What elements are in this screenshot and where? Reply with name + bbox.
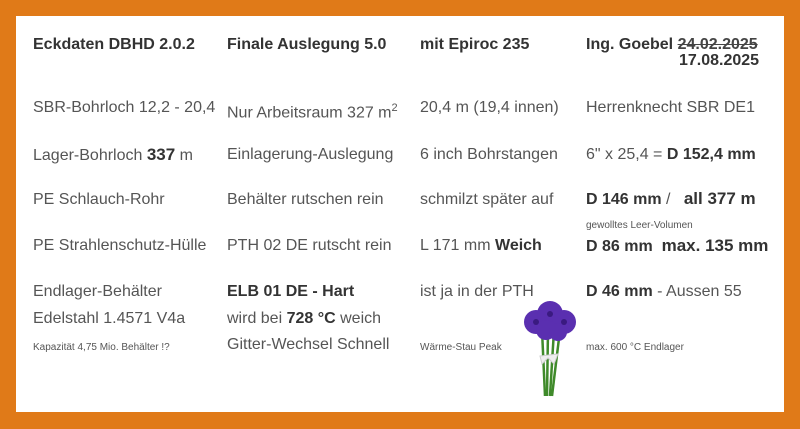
cell: PTH 02 DE rutscht rein <box>227 237 392 254</box>
header-goebel-name: Ing. Goebel <box>586 36 674 53</box>
cell: PE Schlauch-Rohr <box>33 191 165 208</box>
cell: SBR-Bohrloch 12,2 - 20,4 <box>33 99 216 116</box>
cell: Einlagerung-Auslegung <box>227 146 394 163</box>
cell: Edelstahl 1.4571 V4a <box>33 310 186 327</box>
cell: L 171 mm Weich <box>420 237 542 254</box>
cell: ELB 01 DE - Hart <box>227 283 355 300</box>
cell: Endlager-Behälter <box>33 283 162 300</box>
header-eckdaten: Eckdaten DBHD 2.0.2 <box>33 36 195 53</box>
cell: Gitter-Wechsel Schnell <box>227 336 390 353</box>
cell: 6" x 25,4 = D 152,4 mm <box>586 146 756 163</box>
cell: ist ja in der PTH <box>420 283 534 300</box>
old-date: 24.02.2025 <box>677 36 758 53</box>
note: gewolltes Leer-Volumen <box>586 220 693 231</box>
cell: Nur Arbeitsraum 327 m2 <box>227 102 398 122</box>
header-epiroc: mit Epiroc 235 <box>420 36 530 53</box>
note: Kapazität 4,75 Mio. Behälter !? <box>33 342 170 353</box>
header-goebel: Ing. Goebel 24.02.2025 <box>586 36 758 54</box>
cell: Lager-Bohrloch 337 m <box>33 145 193 165</box>
cell: wird bei 728 °C weich <box>227 310 382 327</box>
flower-bouquet-icon <box>524 301 576 397</box>
cell: schmilzt später auf <box>420 191 554 208</box>
note: max. 600 °C Endlager <box>586 342 684 353</box>
header-finale-auslegung: Finale Auslegung 5.0 <box>227 36 387 53</box>
cell: D 46 mm - Aussen 55 <box>586 283 742 300</box>
cell: 6 inch Bohrstangen <box>420 146 558 163</box>
cell: PE Strahlenschutz-Hülle <box>33 237 207 254</box>
new-date: 17.08.2025 <box>679 52 760 69</box>
content-panel <box>16 16 784 412</box>
cell: 20,4 m (19,4 innen) <box>420 99 559 116</box>
note: Wärme-Stau Peak <box>420 342 502 353</box>
cell: D 86 mm max. 135 mm <box>586 236 769 256</box>
cell: Behälter rutschen rein <box>227 191 384 208</box>
cell: D 146 mm / all 377 m <box>586 189 756 209</box>
cell: Herrenknecht SBR DE1 <box>586 99 755 116</box>
